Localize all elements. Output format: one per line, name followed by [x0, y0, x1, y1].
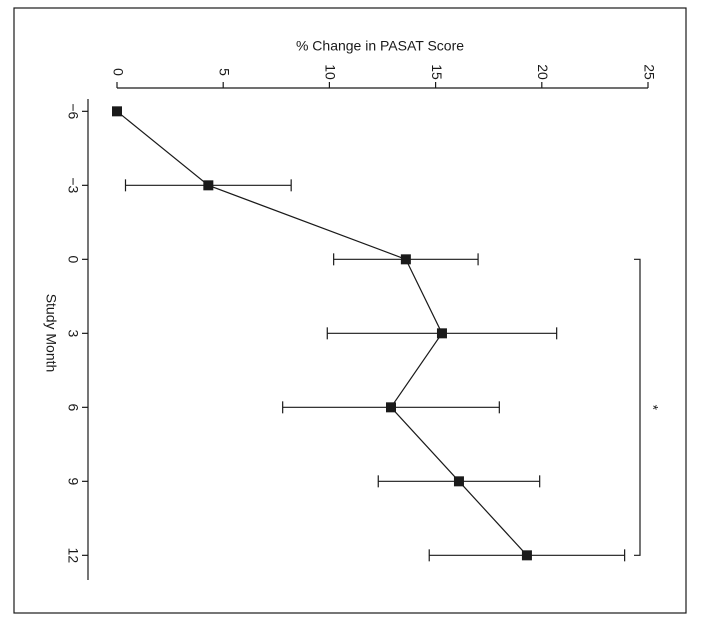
month-tick-label: −6	[65, 103, 81, 119]
month-tick-label: 0	[65, 255, 81, 263]
data-point	[112, 106, 122, 117]
value-tick-label: 10	[323, 64, 339, 80]
data-point	[453, 476, 464, 487]
value-tick-label: 20	[535, 64, 551, 80]
month-tick-label: 6	[65, 403, 81, 411]
data-point	[385, 402, 396, 413]
data-point	[521, 550, 532, 561]
significance-bracket	[634, 258, 641, 556]
value-tick-label: 25	[641, 64, 657, 80]
data-point	[203, 180, 214, 191]
data-point	[400, 254, 411, 265]
month-tick-label: 12	[65, 548, 81, 564]
value-tick-label: 5	[216, 68, 232, 76]
data-point	[436, 328, 447, 339]
value-tick-label: 15	[429, 64, 445, 80]
month-tick-label: −3	[65, 177, 81, 193]
month-axis-label: Study Month	[43, 294, 59, 373]
significance-label: *	[645, 405, 661, 411]
month-tick-label: 3	[65, 329, 81, 337]
value-axis-label: % Change in PASAT Score	[296, 38, 464, 54]
value-tick-label: 0	[110, 68, 126, 76]
month-tick-label: 9	[65, 477, 81, 485]
frame	[13, 7, 687, 614]
